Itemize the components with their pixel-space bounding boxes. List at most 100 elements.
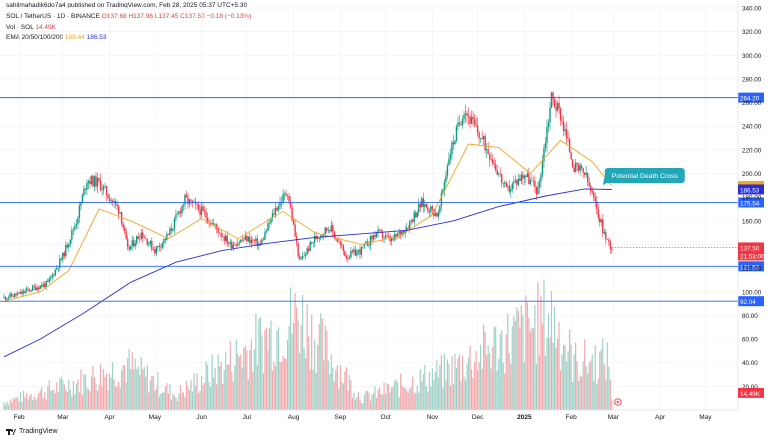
candle-body [81, 195, 84, 203]
candle-body [567, 138, 569, 140]
candle-body [351, 250, 354, 253]
candle-body [22, 291, 25, 293]
volume-bar [15, 396, 17, 410]
candle-body [449, 154, 452, 159]
volume-bar [283, 358, 286, 410]
candle-body [467, 115, 470, 117]
candle-body [18, 292, 20, 294]
volume-bar [439, 364, 441, 410]
volume-bar [241, 367, 243, 410]
candle-body [137, 236, 139, 239]
volume-bar [476, 370, 479, 410]
volume-bar [600, 349, 602, 410]
volume-bar [48, 380, 50, 410]
header-ema-row: EMA 20/50/100/200 189.44 186.53 [6, 34, 107, 41]
candle-body [167, 233, 170, 235]
volume-bar [176, 401, 179, 410]
volume-bar [240, 354, 242, 410]
volume-bar [53, 389, 55, 410]
candle-body [424, 204, 426, 207]
volume-bar [585, 365, 587, 410]
candle-body [339, 241, 342, 245]
candle-body [383, 237, 385, 239]
volume-bar [90, 376, 93, 410]
volume-bar [30, 393, 32, 410]
volume-bar [605, 380, 607, 410]
volume-bar [77, 379, 79, 410]
candle-body [366, 241, 369, 247]
volume-bar [368, 392, 370, 410]
volume-bar [377, 389, 379, 410]
candle-body [363, 243, 366, 247]
volume-bar [93, 376, 96, 410]
volume-bar [528, 317, 530, 410]
candle-body [191, 200, 194, 203]
candle-body [57, 267, 59, 269]
volume-bar [151, 375, 153, 410]
price-tag-label: 21:53:00 [740, 253, 765, 260]
candle-body [476, 125, 479, 133]
candle-body [265, 230, 268, 233]
candle-body [102, 186, 105, 190]
volume-bar [3, 402, 5, 410]
price-tag-label: 14.49K [740, 391, 761, 398]
candle-body [56, 267, 58, 270]
candle-body [309, 242, 311, 251]
volume-bar [487, 344, 489, 410]
volume-bar [200, 375, 203, 410]
volume-bar [464, 379, 467, 410]
volume-bar [146, 365, 148, 410]
volume-bar [326, 330, 328, 410]
candle-body [151, 240, 153, 250]
price-tag [738, 184, 764, 195]
candle-body [455, 126, 458, 141]
volume-bar [597, 378, 599, 410]
volume-bar [289, 287, 292, 410]
volume-bar [564, 345, 566, 410]
volume-bar [187, 386, 189, 410]
candle-body [184, 194, 186, 205]
volume-bar [104, 376, 106, 410]
candle-body [173, 218, 176, 229]
volume-bar [469, 345, 471, 410]
volume-bar [329, 373, 331, 410]
volume-bar [562, 344, 565, 410]
volume-bar [442, 387, 444, 410]
candle-body [356, 251, 358, 256]
candle-body [44, 283, 46, 287]
candle-body [419, 203, 421, 208]
candle-body [540, 174, 542, 182]
candle-body [336, 239, 339, 242]
volume-bar [155, 388, 157, 410]
volume-bar [475, 351, 477, 410]
candle-body [413, 212, 415, 222]
candle-body [152, 249, 155, 250]
y-tick-label: 120.00 [742, 266, 762, 273]
candle-body [51, 274, 53, 278]
volume-bar [366, 390, 369, 410]
volume-bar [336, 365, 338, 410]
candle-body [110, 200, 112, 202]
ema-value-1: 189.44 [64, 34, 85, 41]
volume-bar [44, 391, 46, 410]
volume-bar [142, 369, 144, 410]
candle-body [125, 231, 127, 239]
candle-body [565, 129, 568, 139]
candle-body [538, 181, 541, 188]
level-tag-label: 121.53 [740, 264, 760, 271]
candle-body [498, 173, 500, 175]
candle-body [298, 256, 301, 260]
volume-bar [16, 397, 19, 410]
candle-body [402, 230, 405, 234]
candle-body [176, 213, 179, 215]
candle-body [39, 285, 41, 290]
volume-bar [362, 403, 364, 410]
level-tag [738, 197, 764, 208]
candle-body [372, 235, 375, 240]
candle-body [384, 235, 387, 238]
volume-bar [350, 380, 352, 410]
volume-bar [270, 320, 272, 410]
candle-body [571, 159, 574, 168]
candle-body [591, 190, 593, 193]
